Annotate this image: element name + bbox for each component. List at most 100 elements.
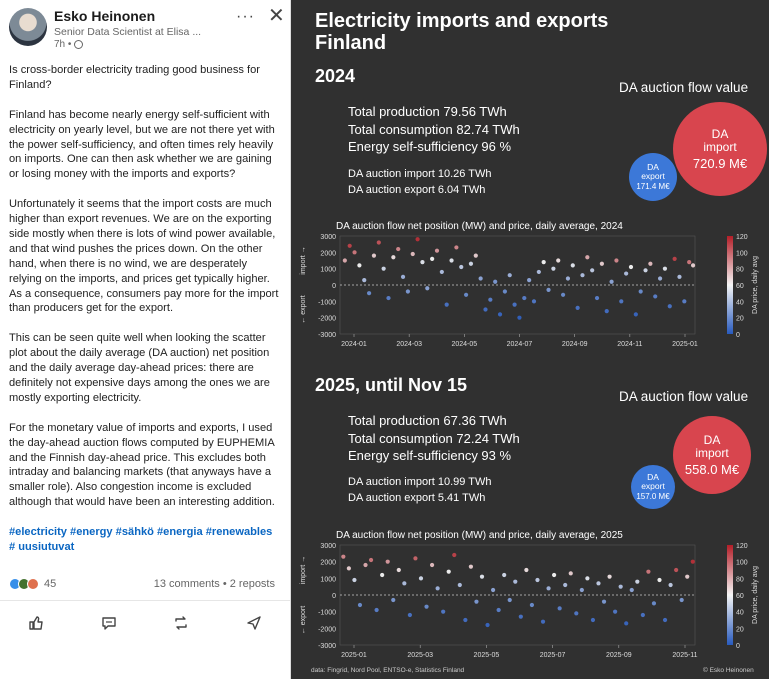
data-point	[342, 258, 347, 263]
data-point	[430, 256, 435, 261]
data-point	[657, 276, 663, 281]
self-sufficiency: Energy self-sufficiency 93 %	[348, 448, 512, 463]
data-point	[413, 556, 418, 561]
y-tick-label: 1000	[320, 576, 336, 583]
comments-reposts-count[interactable]: 13 comments • 2 reposts	[153, 578, 275, 590]
data-point	[474, 599, 479, 604]
data-point	[368, 557, 374, 563]
repost-icon	[175, 616, 187, 630]
da-export: DA auction export 6.04 TWh	[348, 184, 486, 196]
colorbar-tick-label: 120	[736, 234, 748, 241]
data-point	[557, 606, 562, 611]
copyright: © Esko Heinonen	[703, 667, 754, 674]
post-time: 7h •	[54, 39, 72, 50]
data-point	[568, 571, 573, 576]
data-point	[540, 619, 546, 624]
flow-value-label: DA auction flow value	[619, 80, 749, 95]
data-point	[551, 266, 556, 271]
x-tick-label: 2025-11	[672, 652, 697, 659]
y-tick-label: -2000	[318, 626, 336, 633]
close-icon[interactable]: ✕	[268, 5, 285, 27]
data-point	[590, 268, 595, 273]
data-point	[648, 261, 653, 266]
repost-button[interactable]	[171, 613, 191, 633]
data-point	[415, 237, 420, 242]
data-point	[590, 617, 596, 623]
data-point	[677, 274, 682, 279]
data-point	[579, 587, 584, 593]
data-point	[391, 255, 396, 260]
data-point	[357, 602, 363, 608]
import-value-bubble: DA import 558.0 M€	[673, 416, 751, 494]
data-point	[629, 587, 634, 593]
total-consumption: Total consumption 82.74 TWh	[348, 121, 520, 137]
flow-value-label: DA auction flow value	[619, 389, 749, 404]
x-tick-label: 2024-05	[451, 341, 477, 348]
export-value-bubble: DA export 157.0 M€	[631, 465, 675, 509]
title-line-2: Finland	[315, 32, 387, 54]
data-point	[441, 609, 446, 614]
x-tick-label: 2025-01	[341, 652, 367, 659]
author-name[interactable]: Esko Heinonen	[54, 8, 156, 24]
da-flows-2025: DA auction import 10.99 TWh DA auction e…	[348, 474, 491, 506]
y-label-export: ← export	[300, 295, 307, 323]
avatar[interactable]	[9, 8, 47, 46]
colorbar-label: DA price, daily avg	[752, 256, 759, 314]
data-point	[524, 567, 529, 573]
send-icon	[247, 616, 261, 630]
data-point	[522, 295, 527, 301]
send-button[interactable]	[244, 613, 264, 633]
data-point	[633, 312, 638, 317]
data-point	[535, 577, 540, 583]
data-point	[396, 567, 401, 573]
data-point	[635, 579, 640, 584]
data-point	[640, 612, 645, 618]
data-point	[446, 569, 451, 574]
x-tick-label: 2024-03	[396, 341, 422, 348]
infographic-title: Electricity imports and exports Finland	[315, 10, 608, 54]
colorbar-tick-label: 20	[736, 316, 744, 323]
post-paragraph: Finland has become nearly energy self-su…	[9, 108, 275, 181]
bubble-export-value: 171.4 M€	[636, 182, 670, 191]
data-point	[560, 292, 566, 297]
data-point	[449, 258, 454, 263]
data-point	[459, 264, 464, 270]
more-options-icon[interactable]: ···	[236, 8, 255, 25]
da-import: DA auction import 10.26 TWh	[348, 168, 492, 180]
data-point	[424, 604, 429, 609]
reactions-summary[interactable]: 45	[9, 578, 56, 590]
data-point	[463, 617, 468, 623]
data-point	[483, 307, 488, 312]
data-point	[374, 607, 379, 613]
data-point	[396, 246, 401, 252]
data-point	[624, 621, 629, 626]
y-tick-label: 3000	[320, 543, 336, 550]
data-point	[624, 271, 629, 276]
data-point	[575, 305, 580, 310]
data-point	[507, 273, 512, 278]
bubble-export-value: 157.0 M€	[636, 492, 670, 501]
import-value-bubble: DA import 720.9 M€	[673, 102, 767, 196]
post-paragraph: Unfortunately it seems that the import c…	[9, 198, 279, 315]
data-point	[457, 582, 462, 588]
hashtags[interactable]: #electricity #energy #sähkö #energia #re…	[9, 526, 273, 553]
colorbar-tick-label: 0	[736, 643, 740, 650]
data-point	[402, 581, 407, 586]
data-point	[609, 279, 614, 284]
x-tick-label: 2024-09	[562, 341, 588, 348]
like-button[interactable]	[26, 613, 46, 633]
data-point	[362, 278, 367, 283]
x-tick-label: 2024-11	[617, 341, 642, 348]
x-tick-label: 2025-05	[474, 652, 500, 659]
data-point	[668, 582, 673, 588]
x-tick-label: 2024-01	[341, 341, 367, 348]
data-point	[546, 287, 551, 292]
y-tick-label: -3000	[318, 332, 336, 339]
data-point	[425, 286, 430, 291]
y-label-import: import →	[300, 556, 307, 584]
comment-button[interactable]	[99, 613, 119, 633]
total-consumption: Total consumption 72.24 TWh	[348, 430, 520, 446]
x-tick-label: 2025-07	[540, 652, 566, 659]
reaction-count: 45	[44, 578, 57, 590]
